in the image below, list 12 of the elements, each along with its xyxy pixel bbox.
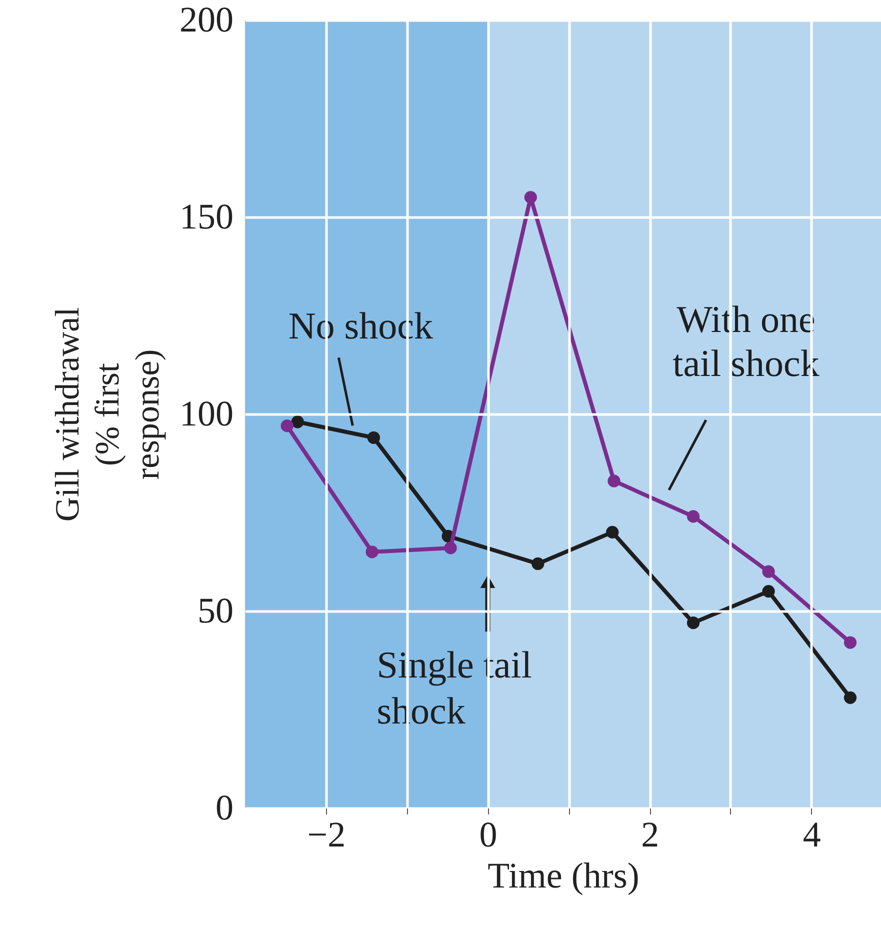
text: With one tail shock [672,298,820,385]
x-axis-title: Time (hrs) [488,856,640,896]
x-tick-label: 4 [802,814,821,854]
y-tick-label: 100 [180,394,234,434]
y-tick-label: 150 [180,196,234,236]
x-tick-label: 2 [641,814,660,854]
x-tick-label: 0 [479,814,498,854]
x-tick-label: −2 [307,814,346,854]
y-tick-label: 0 [216,788,234,828]
y-tick-label: 200 [180,0,234,40]
y-tick-label: 50 [198,590,234,630]
y-axis-title: Gill withdrawal (% first response) [50,307,166,522]
